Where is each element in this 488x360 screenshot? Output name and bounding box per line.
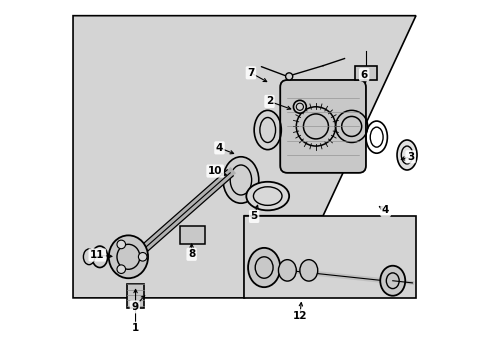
Polygon shape <box>73 16 415 298</box>
Ellipse shape <box>92 246 107 267</box>
Text: 6: 6 <box>360 69 367 80</box>
Text: 12: 12 <box>292 311 306 321</box>
FancyBboxPatch shape <box>127 284 144 308</box>
Polygon shape <box>244 216 415 298</box>
Ellipse shape <box>396 140 416 170</box>
Text: 10: 10 <box>207 166 222 176</box>
Text: 3: 3 <box>406 152 413 162</box>
Text: 8: 8 <box>187 249 195 259</box>
FancyBboxPatch shape <box>354 66 376 80</box>
Text: 11: 11 <box>90 250 104 260</box>
Ellipse shape <box>299 260 317 281</box>
Ellipse shape <box>83 249 95 265</box>
Ellipse shape <box>247 248 280 287</box>
Text: 9: 9 <box>131 302 138 312</box>
Text: 4: 4 <box>381 205 388 215</box>
Circle shape <box>293 100 305 113</box>
FancyBboxPatch shape <box>180 226 205 244</box>
Ellipse shape <box>278 260 296 281</box>
Ellipse shape <box>108 235 148 278</box>
Circle shape <box>138 252 147 261</box>
Text: 5: 5 <box>250 211 257 221</box>
Text: 1: 1 <box>132 323 139 333</box>
Text: 7: 7 <box>247 68 254 78</box>
Circle shape <box>285 73 292 80</box>
FancyBboxPatch shape <box>280 80 365 173</box>
Text: 4: 4 <box>215 143 223 153</box>
Ellipse shape <box>380 266 405 296</box>
Text: 2: 2 <box>265 96 273 107</box>
Circle shape <box>117 240 125 249</box>
Ellipse shape <box>246 182 288 210</box>
Circle shape <box>117 265 125 274</box>
Ellipse shape <box>223 157 258 203</box>
